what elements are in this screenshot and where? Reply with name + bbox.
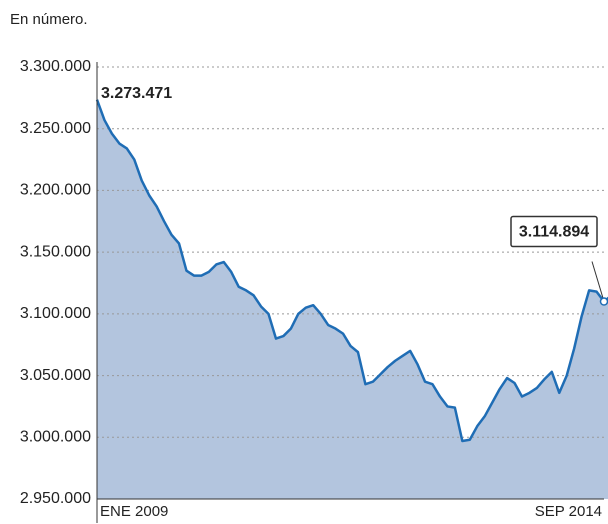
y-tick-label: 3.100.000 — [20, 305, 91, 322]
callout-box — [510, 215, 598, 248]
y-tick-label: 3.000.000 — [20, 429, 91, 446]
end-point — [599, 297, 608, 306]
y-tick-label: 3.150.000 — [20, 243, 91, 260]
value-label: 3.273.471 — [101, 85, 172, 102]
line — [95, 99, 608, 443]
x-tick-label: ENE 2009 — [100, 503, 168, 520]
value-label: 3.114.894 — [519, 224, 589, 241]
x-tick-label: SEP 2014 — [535, 503, 602, 520]
chart-subtitle: En número. — [10, 11, 88, 28]
y-tick-label: 3.300.000 — [20, 58, 91, 75]
y-tick-label: 3.250.000 — [20, 120, 91, 137]
callout-pointer — [591, 261, 605, 302]
area — [97, 99, 608, 499]
callout: 3.114.894 — [510, 215, 605, 302]
y-tick-label: 3.200.000 — [20, 182, 91, 199]
y-tick-label: 3.050.000 — [20, 367, 91, 384]
y-tick-label: 2.950.000 — [20, 490, 91, 507]
